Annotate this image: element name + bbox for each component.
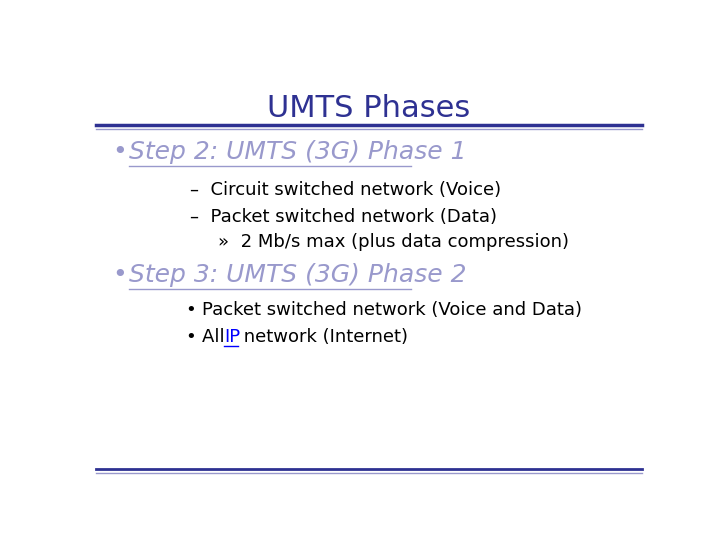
Text: IP: IP xyxy=(224,328,240,346)
Text: •: • xyxy=(112,140,127,164)
Text: network (Internet): network (Internet) xyxy=(238,328,408,346)
Text: –  Packet switched network (Data): – Packet switched network (Data) xyxy=(190,207,498,226)
Text: Step 3: UMTS (3G) Phase 2: Step 3: UMTS (3G) Phase 2 xyxy=(129,263,467,287)
Text: Packet switched network (Voice and Data): Packet switched network (Voice and Data) xyxy=(202,301,582,319)
Text: »  2 Mb/s max (plus data compression): » 2 Mb/s max (plus data compression) xyxy=(218,233,570,251)
Text: •: • xyxy=(185,328,196,346)
Text: Step 2: UMTS (3G) Phase 1: Step 2: UMTS (3G) Phase 1 xyxy=(129,140,467,164)
Text: –  Circuit switched network (Voice): – Circuit switched network (Voice) xyxy=(190,180,502,199)
Text: All: All xyxy=(202,328,230,346)
Text: UMTS Phases: UMTS Phases xyxy=(267,94,471,123)
Text: •: • xyxy=(112,263,127,287)
Text: •: • xyxy=(185,301,196,319)
